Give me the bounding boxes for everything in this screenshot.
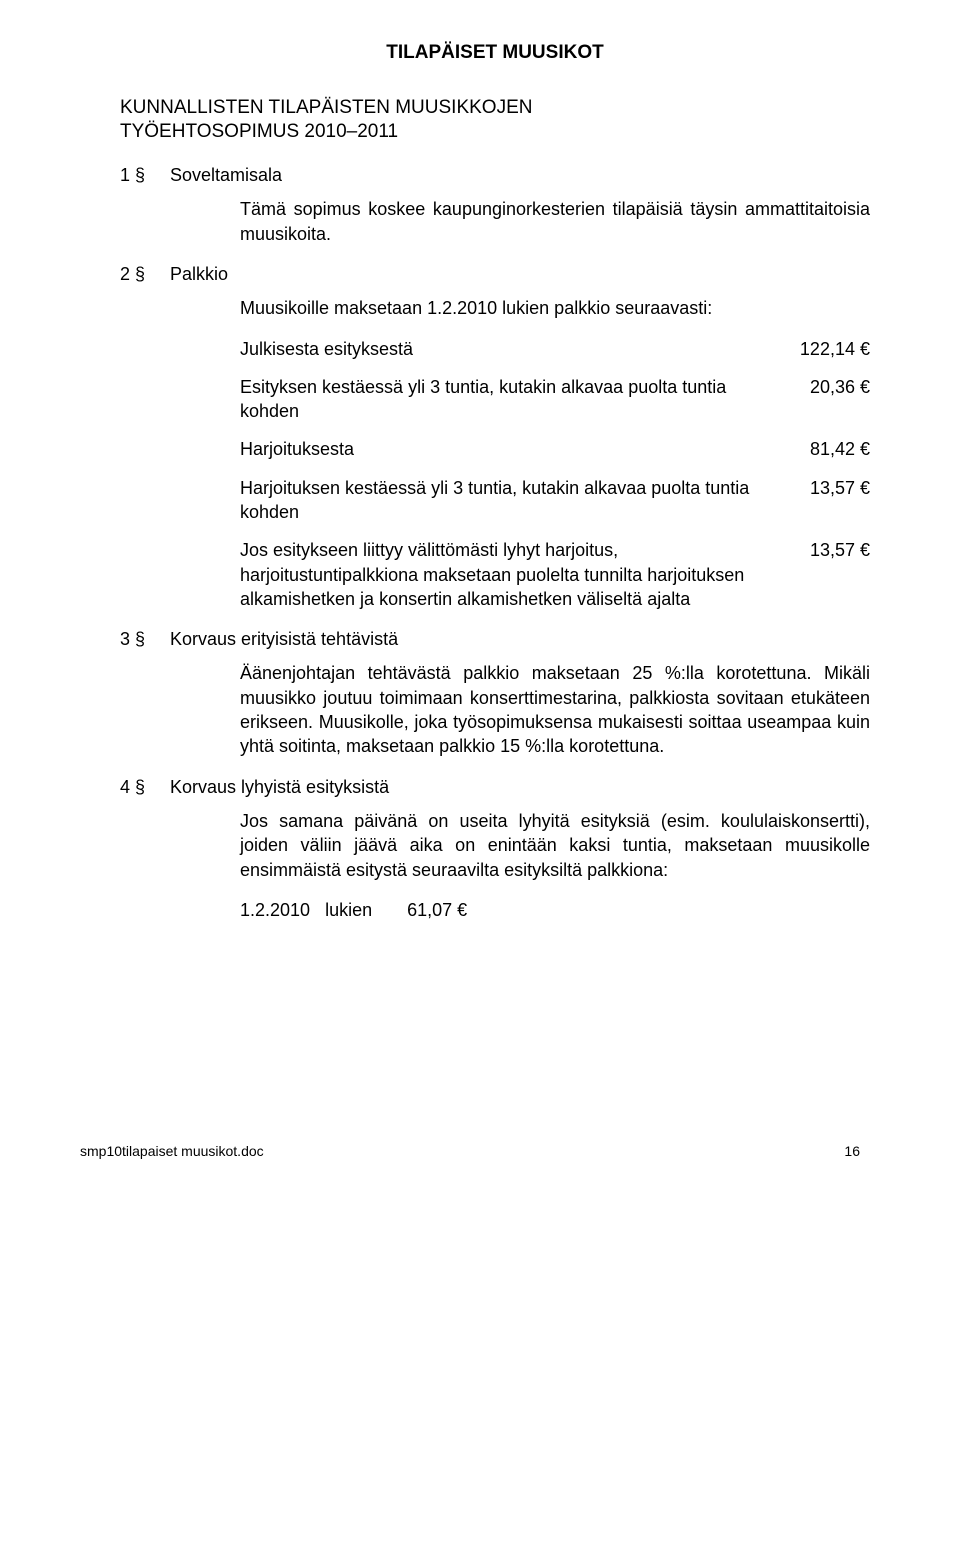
fee-row-4-value: 13,57 € — [770, 476, 870, 500]
section-4-body: Jos samana päivänä on useita lyhyitä esi… — [240, 809, 870, 882]
fee-table: Julkisesta esityksestä 122,14 € Esitykse… — [240, 337, 870, 612]
fee-row-5-label: Jos esitykseen liittyy välittömästi lyhy… — [240, 538, 770, 611]
fee-row-3: Harjoituksesta 81,42 € — [240, 437, 870, 461]
section-1-body: Tämä sopimus koskee kaupunginorkesterien… — [240, 197, 870, 246]
section-4-line: 1.2.2010 lukien 61,07 € — [240, 898, 870, 922]
section-2-intro: Muusikoille maksetaan 1.2.2010 lukien pa… — [240, 296, 870, 320]
fee-row-2-value: 20,36 € — [770, 375, 870, 399]
page-footer: smp10tilapaiset muusikot.doc 16 — [80, 1142, 870, 1161]
fee-row-3-label: Harjoituksesta — [240, 437, 770, 461]
footer-filename: smp10tilapaiset muusikot.doc — [80, 1142, 264, 1161]
fee-row-4-label: Harjoituksen kestäessä yli 3 tuntia, kut… — [240, 476, 770, 525]
section-2-num: 2 § — [120, 262, 170, 286]
fee-row-2-label: Esityksen kestäessä yli 3 tuntia, kutaki… — [240, 375, 770, 424]
fee-row-5: Jos esitykseen liittyy välittömästi lyhy… — [240, 538, 870, 611]
section-1-num: 1 § — [120, 163, 170, 187]
section-4-heading: 4 § Korvaus lyhyistä esityksistä — [120, 775, 870, 799]
section-3-heading: 3 § Korvaus erityisistä tehtävistä — [120, 627, 870, 651]
doc-title-line2: TYÖEHTOSOPIMUS 2010–2011 — [120, 121, 398, 142]
fee-row-1: Julkisesta esityksestä 122,14 € — [240, 337, 870, 361]
section-1-label: Soveltamisala — [170, 163, 870, 187]
doc-title-line1: KUNNALLISTEN TILAPÄISTEN MUUSIKKOJEN — [120, 97, 532, 118]
section-2-label: Palkkio — [170, 262, 870, 286]
fee-row-3-value: 81,42 € — [770, 437, 870, 461]
section-2-heading: 2 § Palkkio — [120, 262, 870, 286]
footer-page-number: 16 — [844, 1142, 860, 1161]
document-title: KUNNALLISTEN TILAPÄISTEN MUUSIKKOJEN TYÖ… — [120, 96, 870, 145]
fee-row-5-value: 13,57 € — [770, 538, 870, 562]
fee-row-2: Esityksen kestäessä yli 3 tuntia, kutaki… — [240, 375, 870, 424]
page-header-title: TILAPÄISET MUUSIKOT — [120, 40, 870, 66]
section-4-label: Korvaus lyhyistä esityksistä — [170, 775, 870, 799]
section-4-num: 4 § — [120, 775, 170, 799]
fee-row-4: Harjoituksen kestäessä yli 3 tuntia, kut… — [240, 476, 870, 525]
section-1-heading: 1 § Soveltamisala — [120, 163, 870, 187]
section-3-body: Äänenjohtajan tehtävästä palkkio makseta… — [240, 661, 870, 758]
fee-row-1-label: Julkisesta esityksestä — [240, 337, 770, 361]
section-3-label: Korvaus erityisistä tehtävistä — [170, 627, 870, 651]
section-3-num: 3 § — [120, 627, 170, 651]
fee-row-1-value: 122,14 € — [770, 337, 870, 361]
